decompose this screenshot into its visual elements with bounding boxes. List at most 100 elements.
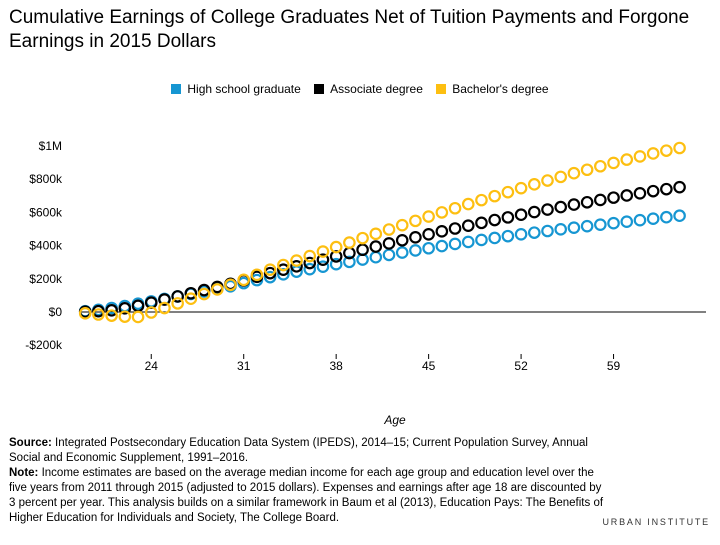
y-tick-label: -$200k — [25, 338, 63, 352]
data-point-high-school — [263, 270, 277, 284]
data-point-bachelors — [660, 144, 673, 157]
data-point-high-school — [382, 248, 396, 262]
legend-label-bachelors: Bachelor's degree — [452, 81, 549, 96]
note-text: Income estimates are based on the averag… — [9, 467, 604, 524]
data-point-bachelors — [607, 156, 620, 170]
data-point-associate — [633, 187, 647, 200]
data-point-associate — [475, 216, 488, 230]
data-point-associate — [488, 213, 501, 227]
data-point-bachelors — [395, 218, 409, 232]
data-point-associate — [277, 263, 290, 276]
data-point-associate — [514, 208, 528, 222]
data-point-bachelors — [105, 309, 118, 322]
data-point-bachelors — [78, 307, 92, 320]
data-point-bachelors — [290, 254, 303, 267]
chart-plot: -$200k $0 $200k $400k $600k $800k $1M 24 31 38 45 5… — [25, 139, 706, 373]
data-point-bachelors — [633, 150, 647, 163]
data-point-bachelors — [356, 231, 369, 245]
data-point-associate — [369, 240, 383, 253]
data-point-associate — [105, 304, 118, 317]
data-point-bachelors — [580, 163, 594, 177]
data-point-bachelors — [514, 181, 528, 195]
data-point-high-school — [633, 213, 647, 227]
data-point-associate — [184, 286, 198, 300]
data-point-high-school — [316, 260, 330, 273]
data-point-associate — [435, 225, 449, 238]
legend-swatch-bachelors — [436, 83, 447, 94]
data-point-bachelors — [316, 245, 330, 258]
data-point-bachelors — [620, 153, 634, 166]
data-point-bachelors — [237, 273, 251, 287]
x-tick-label: 38 — [329, 359, 343, 373]
data-point-associate — [316, 253, 330, 267]
data-point-high-school — [435, 239, 449, 253]
data-point-associate — [501, 211, 515, 224]
data-point-high-school — [607, 216, 620, 230]
data-point-high-school — [501, 229, 515, 243]
data-point-associate — [541, 203, 554, 216]
data-point-high-school — [395, 246, 409, 259]
data-point-bachelors — [210, 283, 224, 296]
data-point-high-school — [567, 221, 581, 234]
footnote: Source: Integrated Postsecondary Educati… — [9, 436, 609, 526]
data-point-bachelors — [646, 147, 660, 160]
data-point-high-school — [409, 244, 422, 257]
data-point-bachelors — [369, 227, 383, 241]
data-point-bachelors — [554, 170, 568, 184]
data-point-bachelors — [197, 287, 211, 301]
data-point-high-school — [277, 268, 290, 281]
y-tick-label: $400k — [29, 239, 63, 253]
data-point-associate — [382, 237, 396, 250]
x-tick-label: 31 — [237, 359, 251, 373]
data-point-bachelors — [435, 206, 449, 219]
data-point-high-school — [554, 223, 568, 236]
data-point-high-school — [343, 255, 356, 269]
data-point-high-school — [475, 233, 488, 247]
data-point-high-school — [594, 218, 607, 231]
data-point-high-school — [514, 228, 528, 241]
data-point-bachelors — [422, 210, 435, 223]
data-point-bachelors — [527, 178, 541, 191]
data-point-bachelors — [92, 308, 105, 321]
data-point-high-school — [488, 231, 501, 245]
data-point-bachelors — [501, 185, 515, 199]
data-point-associate — [356, 243, 369, 257]
legend-swatch-associate — [314, 83, 325, 94]
y-tick-label: $800k — [29, 172, 63, 186]
data-point-high-school — [620, 215, 634, 228]
data-point-associate — [646, 184, 660, 198]
data-point-bachelors — [171, 297, 184, 310]
data-point-associate — [554, 200, 568, 214]
data-point-high-school — [369, 250, 383, 264]
source-text: Integrated Postsecondary Education Data … — [9, 437, 588, 464]
chart-legend: High school graduate Associate degree Ba… — [0, 81, 720, 96]
legend-item-high-school: High school graduate — [171, 82, 301, 96]
data-point-bachelors — [118, 310, 132, 323]
data-point-associate — [527, 205, 541, 219]
data-point-bachelors — [461, 197, 475, 211]
data-point-associate — [409, 231, 422, 244]
brand-logo-text: URBAN INSTITUTE — [602, 517, 710, 527]
legend-item-associate: Associate degree — [314, 82, 423, 96]
data-point-bachelors — [448, 201, 462, 215]
data-point-associate — [673, 180, 686, 194]
x-tick-label: 52 — [514, 359, 528, 373]
data-point-bachelors — [475, 193, 488, 207]
legend-label-associate: Associate degree — [330, 81, 423, 96]
data-point-associate — [303, 256, 317, 270]
data-point-associate — [395, 233, 409, 247]
data-point-associate — [461, 219, 475, 232]
data-point-bachelors — [224, 278, 237, 292]
data-point-associate — [567, 198, 581, 211]
data-point-high-school — [422, 241, 435, 255]
data-point-bachelors — [409, 214, 422, 228]
data-point-bachelors — [673, 141, 686, 155]
y-tick-label: $1M — [39, 139, 62, 153]
data-point-bachelors — [488, 189, 501, 203]
data-point-associate — [171, 290, 184, 303]
data-point-associate — [594, 193, 607, 207]
data-point-high-school — [580, 219, 594, 233]
note-label: Note: — [9, 467, 39, 479]
data-point-bachelors — [131, 310, 145, 324]
data-point-high-school — [448, 237, 462, 251]
